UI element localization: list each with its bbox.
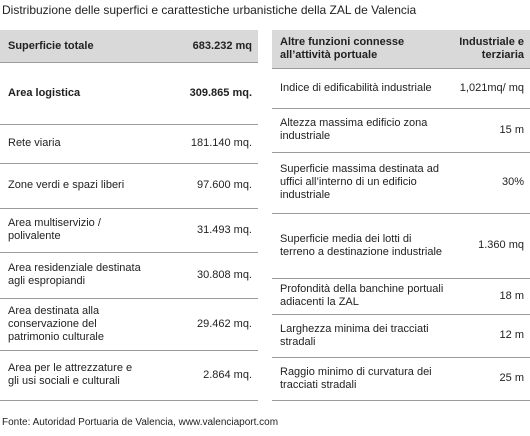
table-cell: 97.600 mq. [196,179,252,191]
table-cell: 29.462 mq. [196,317,252,330]
table-cell: Profondità della banchine portuali adiac… [280,283,444,308]
table-cell: 15 m [499,123,524,136]
table-cell: 1,021mq/ mq [459,81,524,94]
table-cell: Indice di edificabilità industriale [280,81,432,94]
table-cell: Raggio minimo di curvatura dei tracciati… [280,365,432,391]
header-cell: Industriale e terziaria [459,36,524,61]
row-divider [0,298,258,299]
row-divider [0,163,258,164]
table-cell: Altezza massima edificio zona industrial… [280,117,428,142]
header-cell: Superficie totale [8,39,94,52]
table-cell: 181.140 mq. [190,137,252,149]
table-cell: Rete viaria [8,137,61,149]
table-cell: Area destinata alla conservazione del pa… [8,304,104,343]
row-divider [272,108,530,109]
source: Fonte: Autoridad Portuaria de Valencia, … [2,417,279,428]
table-cell: Larghezza minima dei tracciati stradali [280,322,429,348]
table-cell: 2.864 mq. [203,368,252,381]
row-divider [272,278,530,279]
row-divider [0,252,258,253]
table-cell: Zone verdi e spazi liberi [8,179,125,191]
table-cell: Area multiservizio / polivalente [8,217,101,242]
table-cell: 30% [501,176,524,188]
row-divider [272,213,530,214]
row-divider [272,314,530,315]
header-background [272,30,530,68]
row-divider [0,208,258,209]
table-cell: Area per le attrezzature e gli usi socia… [8,362,133,387]
header-cell: 683.232 mq [192,39,252,52]
header-cell: Altre funzioni connesse all’attività por… [280,36,405,61]
table-cell: 18 m [499,289,524,302]
row-divider [272,68,530,69]
table-cell: Area logistica [8,86,81,99]
row-divider [272,152,530,153]
table-cell: Area residenziale destinata agli espropi… [8,262,141,287]
table-cell: 31.493 mq. [196,223,252,236]
row-divider [0,400,258,401]
table-cell: 12 m [499,329,524,341]
row-divider [272,357,530,358]
row-divider [272,400,530,401]
table-cell: 30.808 mq. [196,268,252,281]
title: Distribuzione delle superfici e carattes… [2,3,417,17]
table-cell: Superficie massima destinata ad uffici a… [280,163,439,201]
table-cell: 1.360 mq [478,239,524,251]
table-cell: 309.865 mq. [189,86,252,99]
row-divider [0,62,258,63]
row-divider [0,350,258,351]
row-divider [0,124,258,125]
table-cell: Superficie media dei lotti di terreno a … [280,232,443,258]
table-cell: 25 m [499,372,524,384]
header-background [0,30,258,62]
